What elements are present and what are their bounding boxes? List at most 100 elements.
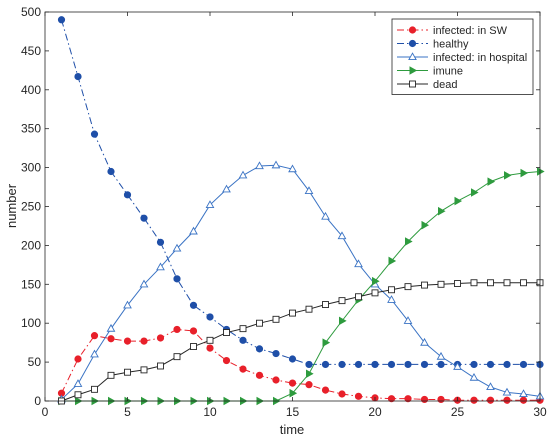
series-2-point [437, 360, 445, 369]
series-2-point [420, 360, 429, 369]
series-4-point [437, 206, 446, 216]
axes-layer: 0 5 10 15 20 25 300501001502002503003504004505… [21, 5, 547, 419]
x-tick-label: 25 [451, 405, 465, 419]
series-3-point [255, 161, 264, 170]
series-2-point [255, 345, 264, 353]
series-1-point [470, 396, 478, 404]
series-4-point [338, 316, 347, 326]
series-4-point [520, 168, 529, 178]
series-5-point [437, 280, 445, 288]
x-axis-label: time [280, 422, 305, 437]
series-4-point [421, 220, 430, 230]
x-tick-label: 20 [368, 405, 382, 419]
series-2-point [239, 336, 247, 344]
series-1-point [107, 335, 115, 343]
legend-marker [408, 39, 417, 48]
series-2-point [173, 275, 181, 283]
series-2-point [90, 130, 99, 138]
series-1-point [420, 395, 429, 404]
legend-marker [408, 52, 417, 61]
legend-entry-4: imune [397, 66, 463, 78]
series-5-point [470, 279, 478, 287]
legend-entry-3: infected: in hospital [397, 52, 527, 64]
series-2-point [206, 313, 214, 321]
series-1-point [503, 396, 511, 404]
series-3-point [387, 295, 396, 303]
legend-entry-5: dead [397, 79, 457, 91]
series-3-point [337, 231, 347, 240]
legend-entry-2: healthy [397, 39, 469, 51]
series-2-point [189, 301, 198, 309]
series-4-point [537, 167, 545, 176]
series-3-point [123, 300, 132, 309]
series-5-point [305, 305, 313, 313]
legend-entry-1: infected: in SW [397, 25, 508, 37]
series-2-point [107, 167, 115, 176]
legend-label: healthy [433, 39, 469, 51]
series-2-point [404, 360, 412, 369]
series-3-point [271, 160, 281, 169]
series-1-point [519, 396, 528, 404]
series-5-point [322, 301, 329, 308]
y-tick-label: 350 [21, 122, 41, 136]
series-1-point [206, 344, 214, 352]
series-4-point [388, 256, 397, 266]
series-1-point [222, 356, 231, 365]
series-1-point [387, 395, 396, 403]
series-3-point [403, 316, 413, 324]
y-tick-label: 200 [21, 238, 41, 252]
legend-marker [409, 66, 418, 75]
series-3-point [222, 184, 231, 193]
series-5-point [421, 281, 428, 289]
series-3-point [453, 362, 462, 370]
legend-label: imune [433, 66, 463, 78]
series-3-point [189, 226, 198, 235]
series-1-point [404, 395, 412, 403]
series-3-point [139, 279, 149, 288]
series-1-point [305, 381, 313, 389]
series-5-point [91, 385, 98, 393]
series-4-point [454, 196, 463, 206]
series-5-point [338, 297, 346, 305]
y-tick-label: 400 [21, 83, 41, 97]
y-tick-label: 50 [28, 355, 42, 369]
series-4-point [487, 177, 496, 186]
series-5-point [157, 362, 164, 370]
series-3-point [354, 259, 363, 268]
series-1-point [90, 332, 99, 340]
series-2-point [371, 360, 379, 369]
series-3-point [436, 351, 446, 360]
series-5-point [124, 368, 131, 376]
series-3-point [502, 387, 512, 396]
series-2-point [305, 360, 313, 369]
series-1-point [255, 371, 264, 379]
series-3-point [321, 211, 330, 220]
series-1-point [140, 337, 148, 345]
x-tick-label: 15 [286, 405, 300, 419]
series-4-point [470, 188, 479, 197]
series-2-point [387, 360, 396, 369]
series-5-point [223, 329, 230, 336]
series-2-point [519, 360, 528, 369]
series-2-point [338, 360, 346, 369]
series-4-point [371, 276, 380, 286]
series-2-point [74, 72, 82, 81]
series-3-point [156, 262, 165, 271]
series-5-point [256, 319, 263, 327]
series-5-point [289, 309, 296, 317]
series-5-point [355, 293, 362, 301]
series-2 [57, 16, 544, 369]
series-3-point [90, 349, 99, 358]
series-5-point [520, 279, 527, 287]
series-2-point [503, 360, 511, 369]
series-4-point [289, 388, 298, 398]
x-tick-label: 30 [533, 405, 547, 419]
series-5-point [190, 343, 197, 350]
series-1-point [272, 376, 280, 384]
series-3-point [420, 337, 429, 346]
series-1-point [486, 396, 495, 404]
series-3-point [469, 372, 479, 381]
series-4-point [322, 338, 331, 347]
series-5-point [272, 315, 280, 323]
